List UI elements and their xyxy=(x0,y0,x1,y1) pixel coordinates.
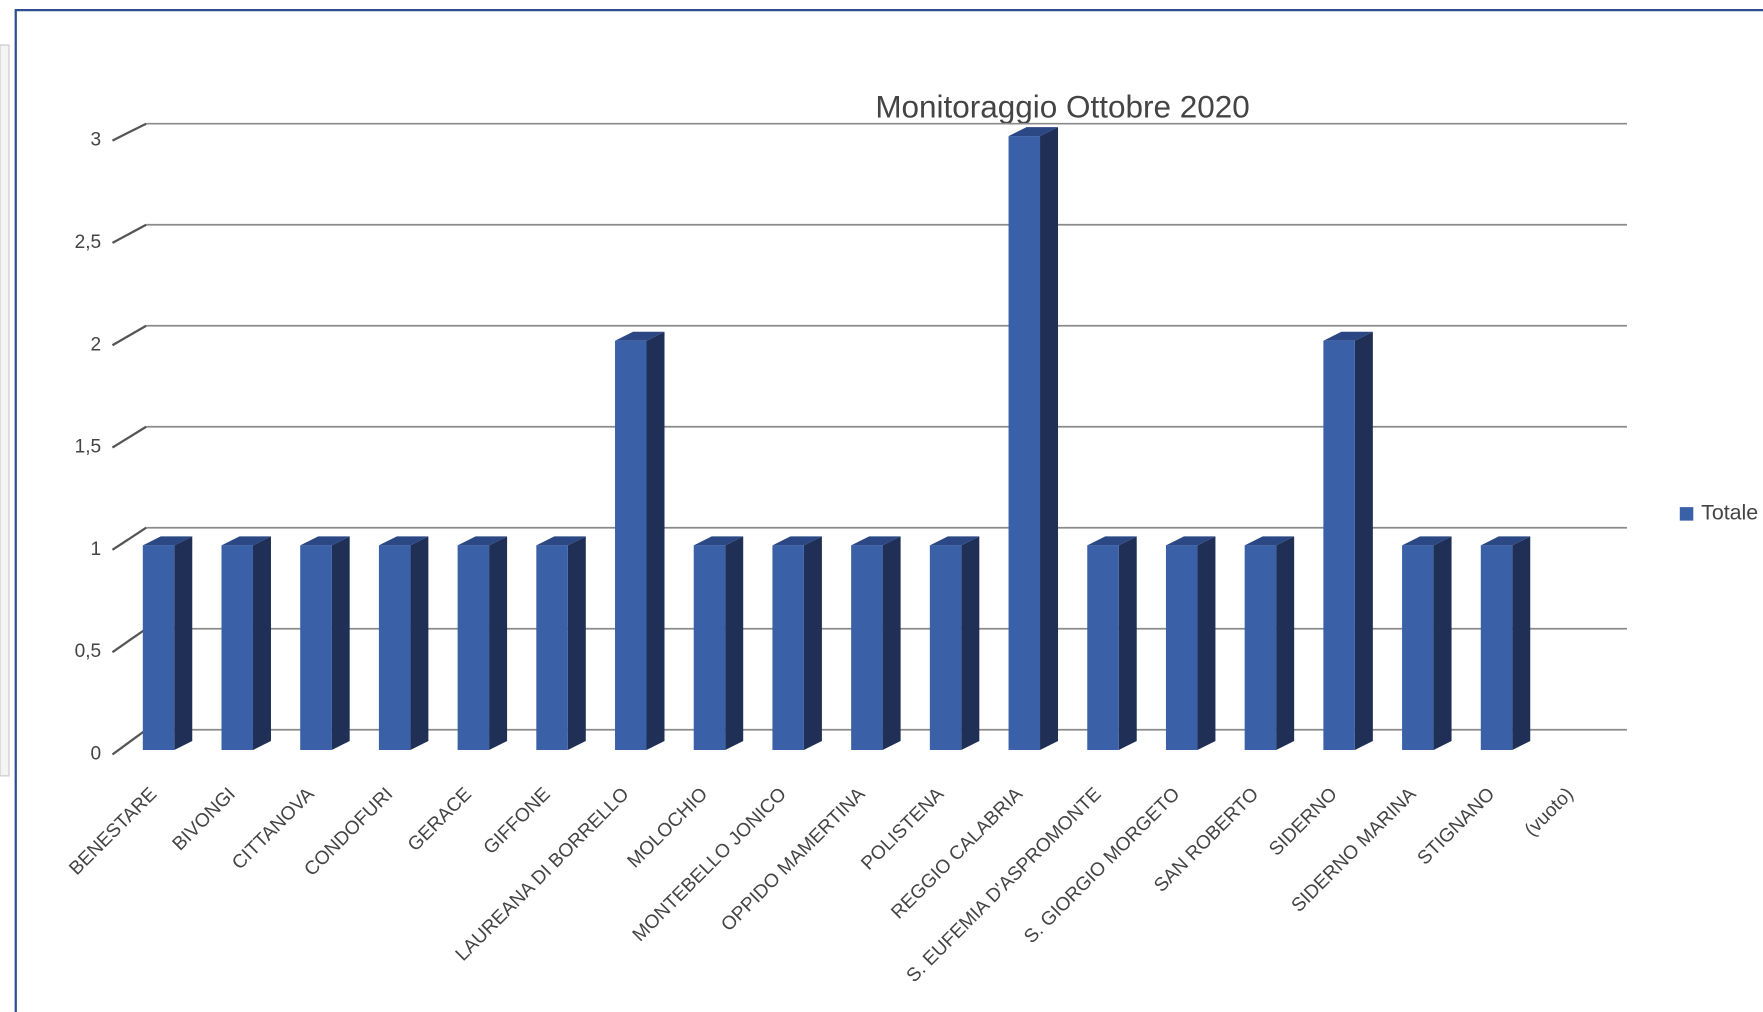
bar-side xyxy=(1040,127,1059,750)
bar-side xyxy=(1276,536,1295,750)
y-tick-label: 0,5 xyxy=(75,641,102,662)
bar-front xyxy=(772,545,804,750)
bar-top xyxy=(1402,536,1452,546)
bar-top xyxy=(221,536,271,546)
y-tick-label: 2 xyxy=(91,334,102,355)
bar xyxy=(1402,536,1452,750)
legend: Totale xyxy=(1679,501,1758,525)
bars xyxy=(142,127,1531,750)
bar-side xyxy=(646,331,665,750)
bar-front xyxy=(1008,136,1041,750)
bar xyxy=(1480,536,1531,750)
bar xyxy=(1087,536,1137,750)
legend-label: Totale xyxy=(1701,501,1758,525)
bar-side xyxy=(1354,331,1373,750)
side-panel xyxy=(0,44,10,777)
bar-top xyxy=(1165,536,1216,546)
bar-front xyxy=(851,545,883,750)
bar xyxy=(457,536,508,750)
tick-mark xyxy=(111,526,147,551)
y-tick-label: 2,5 xyxy=(75,232,102,253)
bar xyxy=(929,536,980,750)
bar-front xyxy=(457,545,490,750)
bar-side xyxy=(331,536,350,750)
bar xyxy=(536,536,586,750)
bar-front xyxy=(1402,545,1434,750)
bar-side xyxy=(489,536,508,750)
bar-side xyxy=(961,536,980,750)
bar-front xyxy=(142,545,175,750)
bar xyxy=(221,536,271,750)
bar-top xyxy=(378,536,429,546)
tick-mark xyxy=(111,627,147,654)
bar-side xyxy=(725,536,744,750)
bar xyxy=(772,536,822,750)
bar-front xyxy=(1323,340,1355,750)
bar-front xyxy=(615,340,647,750)
bar-side xyxy=(1118,536,1137,750)
bar-top xyxy=(929,536,980,546)
y-tick-label: 1,5 xyxy=(75,437,102,458)
bar-side xyxy=(1433,536,1452,750)
bar-front xyxy=(300,545,332,750)
bar xyxy=(615,331,665,750)
bar-top xyxy=(615,331,665,341)
bar-side xyxy=(567,536,586,750)
tick-mark xyxy=(111,728,147,756)
bar-front xyxy=(378,545,411,750)
bar-top xyxy=(1087,536,1137,546)
bar-top xyxy=(142,536,193,546)
tick-mark xyxy=(111,122,147,142)
bar xyxy=(1008,127,1059,750)
bar-top xyxy=(1008,127,1059,137)
bar xyxy=(378,536,429,750)
bar xyxy=(693,536,744,750)
chart-title: Monitoraggio Ottobre 2020 xyxy=(875,89,1249,124)
bar-top xyxy=(300,536,350,546)
y-tick-label: 1 xyxy=(91,539,102,560)
bar-side xyxy=(882,536,901,750)
bar-side xyxy=(174,536,193,750)
bar-top xyxy=(457,536,508,546)
bar xyxy=(142,536,193,750)
bar-side xyxy=(1197,536,1216,750)
bar-top xyxy=(851,536,901,546)
y-tick-label: 0 xyxy=(91,744,102,765)
bar-front xyxy=(1087,545,1119,750)
bar-front xyxy=(1480,545,1513,750)
bar-top xyxy=(693,536,744,546)
bar xyxy=(1244,536,1295,750)
frame xyxy=(14,9,1763,1012)
bar-top xyxy=(1244,536,1295,546)
y-tick-label: 3 xyxy=(91,130,102,151)
bar xyxy=(300,536,350,750)
bar xyxy=(851,536,901,750)
bar xyxy=(1323,331,1373,750)
bar-side xyxy=(252,536,271,750)
bar-front xyxy=(536,545,568,750)
bar-front xyxy=(221,545,253,750)
bar-top xyxy=(772,536,822,546)
bar-side xyxy=(803,536,822,750)
bar-top xyxy=(536,536,586,546)
tick-mark xyxy=(111,425,147,449)
bar-top xyxy=(1480,536,1531,546)
bar-side xyxy=(410,536,429,750)
bar-top xyxy=(1323,331,1373,341)
tick-mark xyxy=(111,324,147,347)
bar xyxy=(1165,536,1216,750)
bar-front xyxy=(1244,545,1277,750)
legend-swatch xyxy=(1679,507,1694,521)
bar-front xyxy=(929,545,962,750)
bar-side xyxy=(1512,536,1531,750)
bar-front xyxy=(1165,545,1198,750)
tick-mark xyxy=(111,223,147,244)
bar-front xyxy=(693,545,726,750)
